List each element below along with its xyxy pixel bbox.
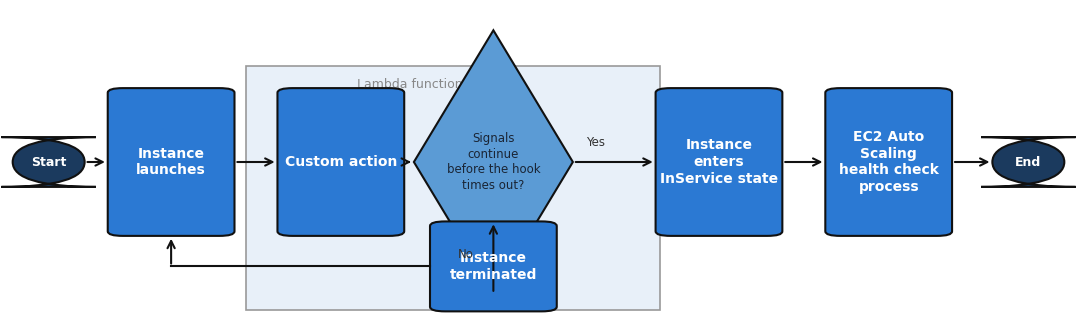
Text: Yes: Yes — [586, 136, 605, 149]
Text: Signals
continue
before the hook
times out?: Signals continue before the hook times o… — [447, 132, 541, 192]
Text: Lambda function: Lambda function — [358, 78, 463, 91]
FancyBboxPatch shape — [981, 137, 1076, 187]
FancyBboxPatch shape — [1, 137, 96, 187]
FancyBboxPatch shape — [656, 88, 782, 236]
Text: No: No — [458, 248, 474, 261]
FancyBboxPatch shape — [430, 221, 557, 311]
Text: Custom action: Custom action — [284, 155, 397, 169]
Text: Start: Start — [31, 156, 67, 168]
Text: Instance
enters
InService state: Instance enters InService state — [660, 138, 778, 186]
FancyBboxPatch shape — [247, 66, 660, 310]
FancyBboxPatch shape — [108, 88, 235, 236]
FancyBboxPatch shape — [278, 88, 404, 236]
Text: End: End — [1016, 156, 1041, 168]
Text: Instance
terminated: Instance terminated — [450, 251, 537, 282]
Text: EC2 Auto
Scaling
health check
process: EC2 Auto Scaling health check process — [839, 130, 939, 194]
Text: Instance
launches: Instance launches — [137, 147, 206, 177]
FancyBboxPatch shape — [825, 88, 952, 236]
Polygon shape — [414, 30, 573, 294]
